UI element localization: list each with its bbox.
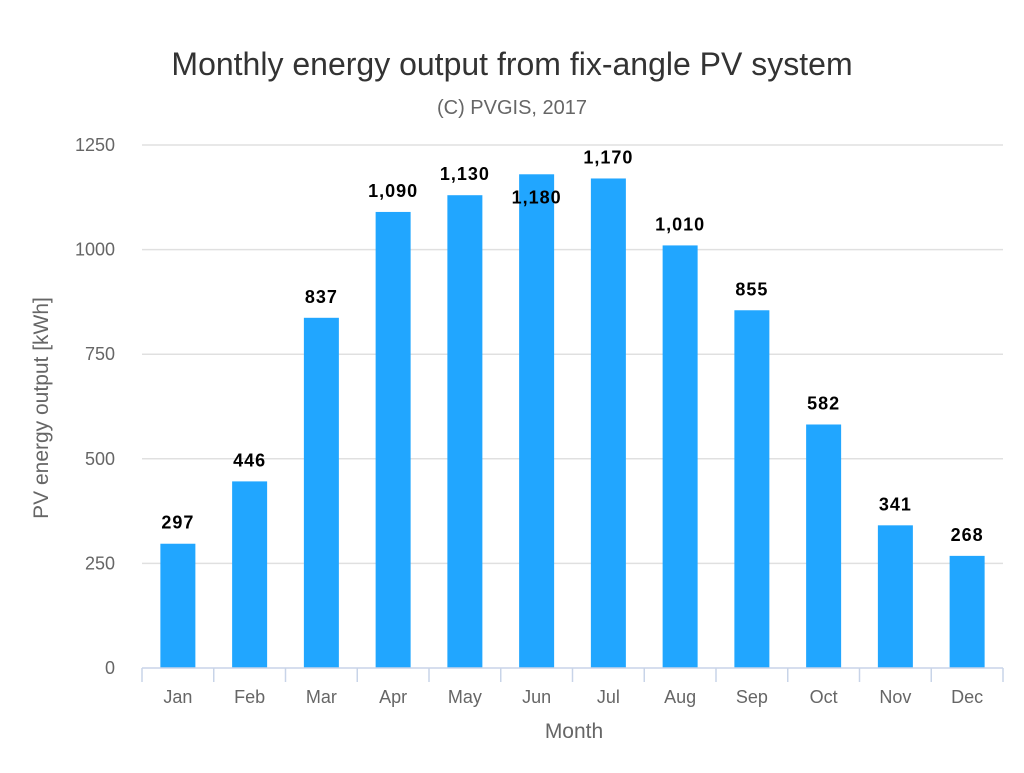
x-tick-label: Jul: [597, 687, 620, 707]
bars: [160, 174, 985, 669]
bar: [447, 195, 483, 668]
chart-title: Monthly energy output from fix-angle PV …: [171, 46, 852, 82]
y-tick-label: 1250: [75, 135, 115, 155]
y-tick-label: 500: [85, 449, 115, 469]
y-tick-label: 250: [85, 553, 115, 573]
bar: [662, 245, 698, 668]
x-tick-label: Mar: [306, 687, 337, 707]
bar: [590, 178, 626, 669]
bar: [949, 555, 985, 668]
data-label: 1,090: [368, 181, 418, 201]
chart-subtitle: (C) PVGIS, 2017: [437, 97, 587, 119]
data-label: 1,170: [583, 147, 633, 167]
data-label: 855: [735, 279, 768, 299]
bar: [375, 211, 411, 668]
bar: [734, 310, 770, 668]
x-tick-label: Sep: [736, 687, 768, 707]
bar: [877, 525, 913, 668]
x-axis-ticks: Jan Feb Mar Apr May Jun Jul Aug Sep Oct Nov Dec: [141, 668, 1004, 707]
data-label: 1,010: [655, 214, 705, 234]
x-tick-label: Oct: [810, 687, 838, 707]
y-tick-label: 750: [85, 344, 115, 364]
x-tick-label: Dec: [951, 687, 983, 707]
x-tick-label: Feb: [234, 687, 265, 707]
y-axis-ticks: 0 250 500 750 1000 1250: [75, 135, 115, 678]
x-tick-label: Aug: [664, 687, 696, 707]
bar: [160, 543, 196, 668]
data-label: 341: [879, 494, 912, 514]
y-axis-label: PV energy output [kWh]: [30, 297, 53, 519]
bar: [303, 317, 339, 668]
x-tick-label: Apr: [379, 687, 407, 707]
x-tick-label: Jan: [163, 687, 192, 707]
y-tick-label: 0: [105, 658, 115, 678]
data-label: 297: [161, 513, 194, 533]
gridlines: [142, 144, 1003, 565]
data-label: 446: [233, 450, 266, 470]
data-label: 837: [305, 287, 338, 307]
x-axis-label: Month: [545, 720, 603, 743]
bar: [232, 481, 268, 668]
data-label: 1,180: [512, 187, 562, 207]
x-tick-label: Jun: [522, 687, 551, 707]
data-label: 268: [951, 525, 984, 545]
data-label: 582: [807, 393, 840, 413]
data-labels: 297 446 837 1,090 1,130 1,180 1,170 1,010 855 582…: [161, 147, 984, 545]
x-tick-label: May: [448, 687, 482, 707]
bar: [519, 174, 555, 668]
y-tick-label: 1000: [75, 240, 115, 260]
bar: [806, 424, 842, 668]
x-tick-label: Nov: [879, 687, 911, 707]
data-label: 1,130: [440, 164, 490, 184]
